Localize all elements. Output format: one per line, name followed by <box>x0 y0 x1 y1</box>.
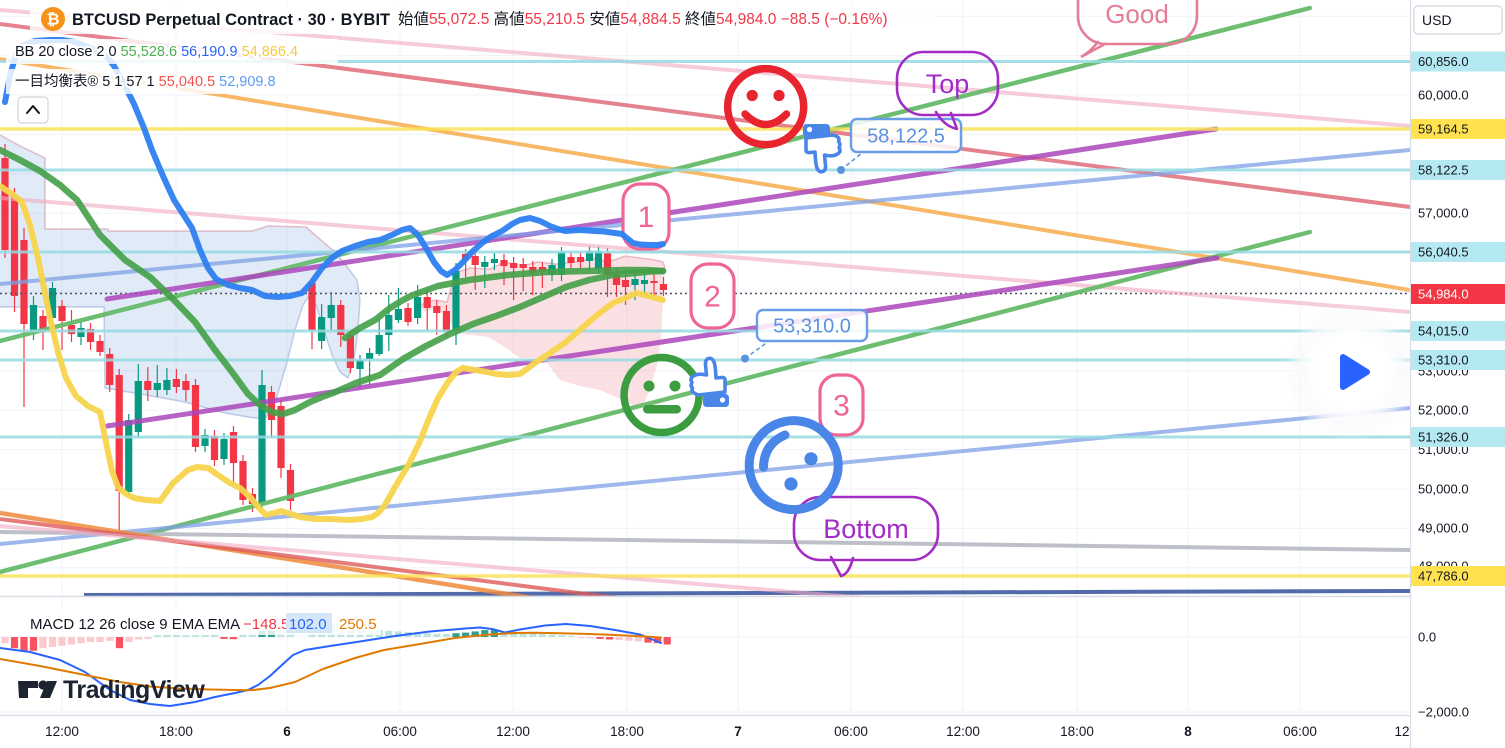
svg-text:60,000.0: 60,000.0 <box>1418 88 1469 103</box>
svg-text:TradingView: TradingView <box>63 676 205 704</box>
svg-text:58,122.5: 58,122.5 <box>1418 163 1469 178</box>
svg-text:−2,000.0: −2,000.0 <box>1418 705 1469 720</box>
svg-text:102.0: 102.0 <box>289 616 327 633</box>
svg-text:Top: Top <box>926 69 970 99</box>
svg-text:50,000.0: 50,000.0 <box>1418 482 1469 497</box>
svg-text:49,000.0: 49,000.0 <box>1418 521 1469 536</box>
svg-text:₿: ₿ <box>46 11 59 29</box>
svg-text:0.0: 0.0 <box>1418 630 1436 645</box>
svg-text:7: 7 <box>734 724 742 739</box>
svg-text:18:00: 18:00 <box>610 724 644 739</box>
svg-text:60,856.0: 60,856.0 <box>1418 54 1469 69</box>
svg-text:250.5: 250.5 <box>339 616 377 633</box>
svg-text:12:00: 12:00 <box>946 724 980 739</box>
svg-text:BB 20 close 2 0 55,528.6 56,1: BB 20 close 2 0 55,528.6 56,190.9 54,866… <box>15 44 298 60</box>
svg-text:MACD 12 26 close 9 EMA EMA: MACD 12 26 close 9 EMA EMA <box>30 616 240 633</box>
svg-text:18:00: 18:00 <box>159 724 193 739</box>
svg-text:52,000.0: 52,000.0 <box>1418 403 1469 418</box>
svg-text:18:00: 18:00 <box>1060 724 1094 739</box>
svg-text:56,040.5: 56,040.5 <box>1418 245 1469 260</box>
svg-text:2: 2 <box>704 281 721 314</box>
svg-text:始値55,072.5 高値55,210.5 安値54,884: 始値55,072.5 高値55,210.5 安値54,884.5 終値54,98… <box>398 10 888 28</box>
svg-text:1: 1 <box>638 201 655 234</box>
svg-text:53,310.0: 53,310.0 <box>1418 353 1469 368</box>
svg-text:−148.5: −148.5 <box>243 616 289 633</box>
svg-text:12: 12 <box>1394 724 1409 739</box>
svg-text:47,786.0: 47,786.0 <box>1418 569 1469 584</box>
svg-text:58,122.5: 58,122.5 <box>867 126 945 148</box>
svg-text:USD: USD <box>1422 12 1452 28</box>
svg-text:54,015.0: 54,015.0 <box>1418 324 1469 339</box>
svg-text:12:00: 12:00 <box>496 724 530 739</box>
svg-text:53,310.0: 53,310.0 <box>773 316 851 338</box>
svg-text:06:00: 06:00 <box>383 724 417 739</box>
svg-text:Bottom: Bottom <box>823 514 909 544</box>
svg-text:8: 8 <box>1184 724 1192 739</box>
svg-text:06:00: 06:00 <box>834 724 868 739</box>
svg-text:一目均衡表® 5 1 57 1 55,040.5 52,9: 一目均衡表® 5 1 57 1 55,040.5 52,909.8 <box>15 73 276 90</box>
svg-text:54,984.0: 54,984.0 <box>1418 287 1469 302</box>
svg-text:BTCUSD Perpetual Contract · 30: BTCUSD Perpetual Contract · 30 · BYBIT <box>72 11 390 29</box>
svg-text:57,000.0: 57,000.0 <box>1418 206 1469 221</box>
svg-text:3: 3 <box>833 390 850 423</box>
svg-text:6: 6 <box>283 724 291 739</box>
svg-text:59,164.5: 59,164.5 <box>1418 122 1469 137</box>
svg-text:06:00: 06:00 <box>1283 724 1317 739</box>
svg-text:51,326.0: 51,326.0 <box>1418 430 1469 445</box>
svg-text:Good: Good <box>1105 0 1169 29</box>
svg-text:12:00: 12:00 <box>45 724 79 739</box>
